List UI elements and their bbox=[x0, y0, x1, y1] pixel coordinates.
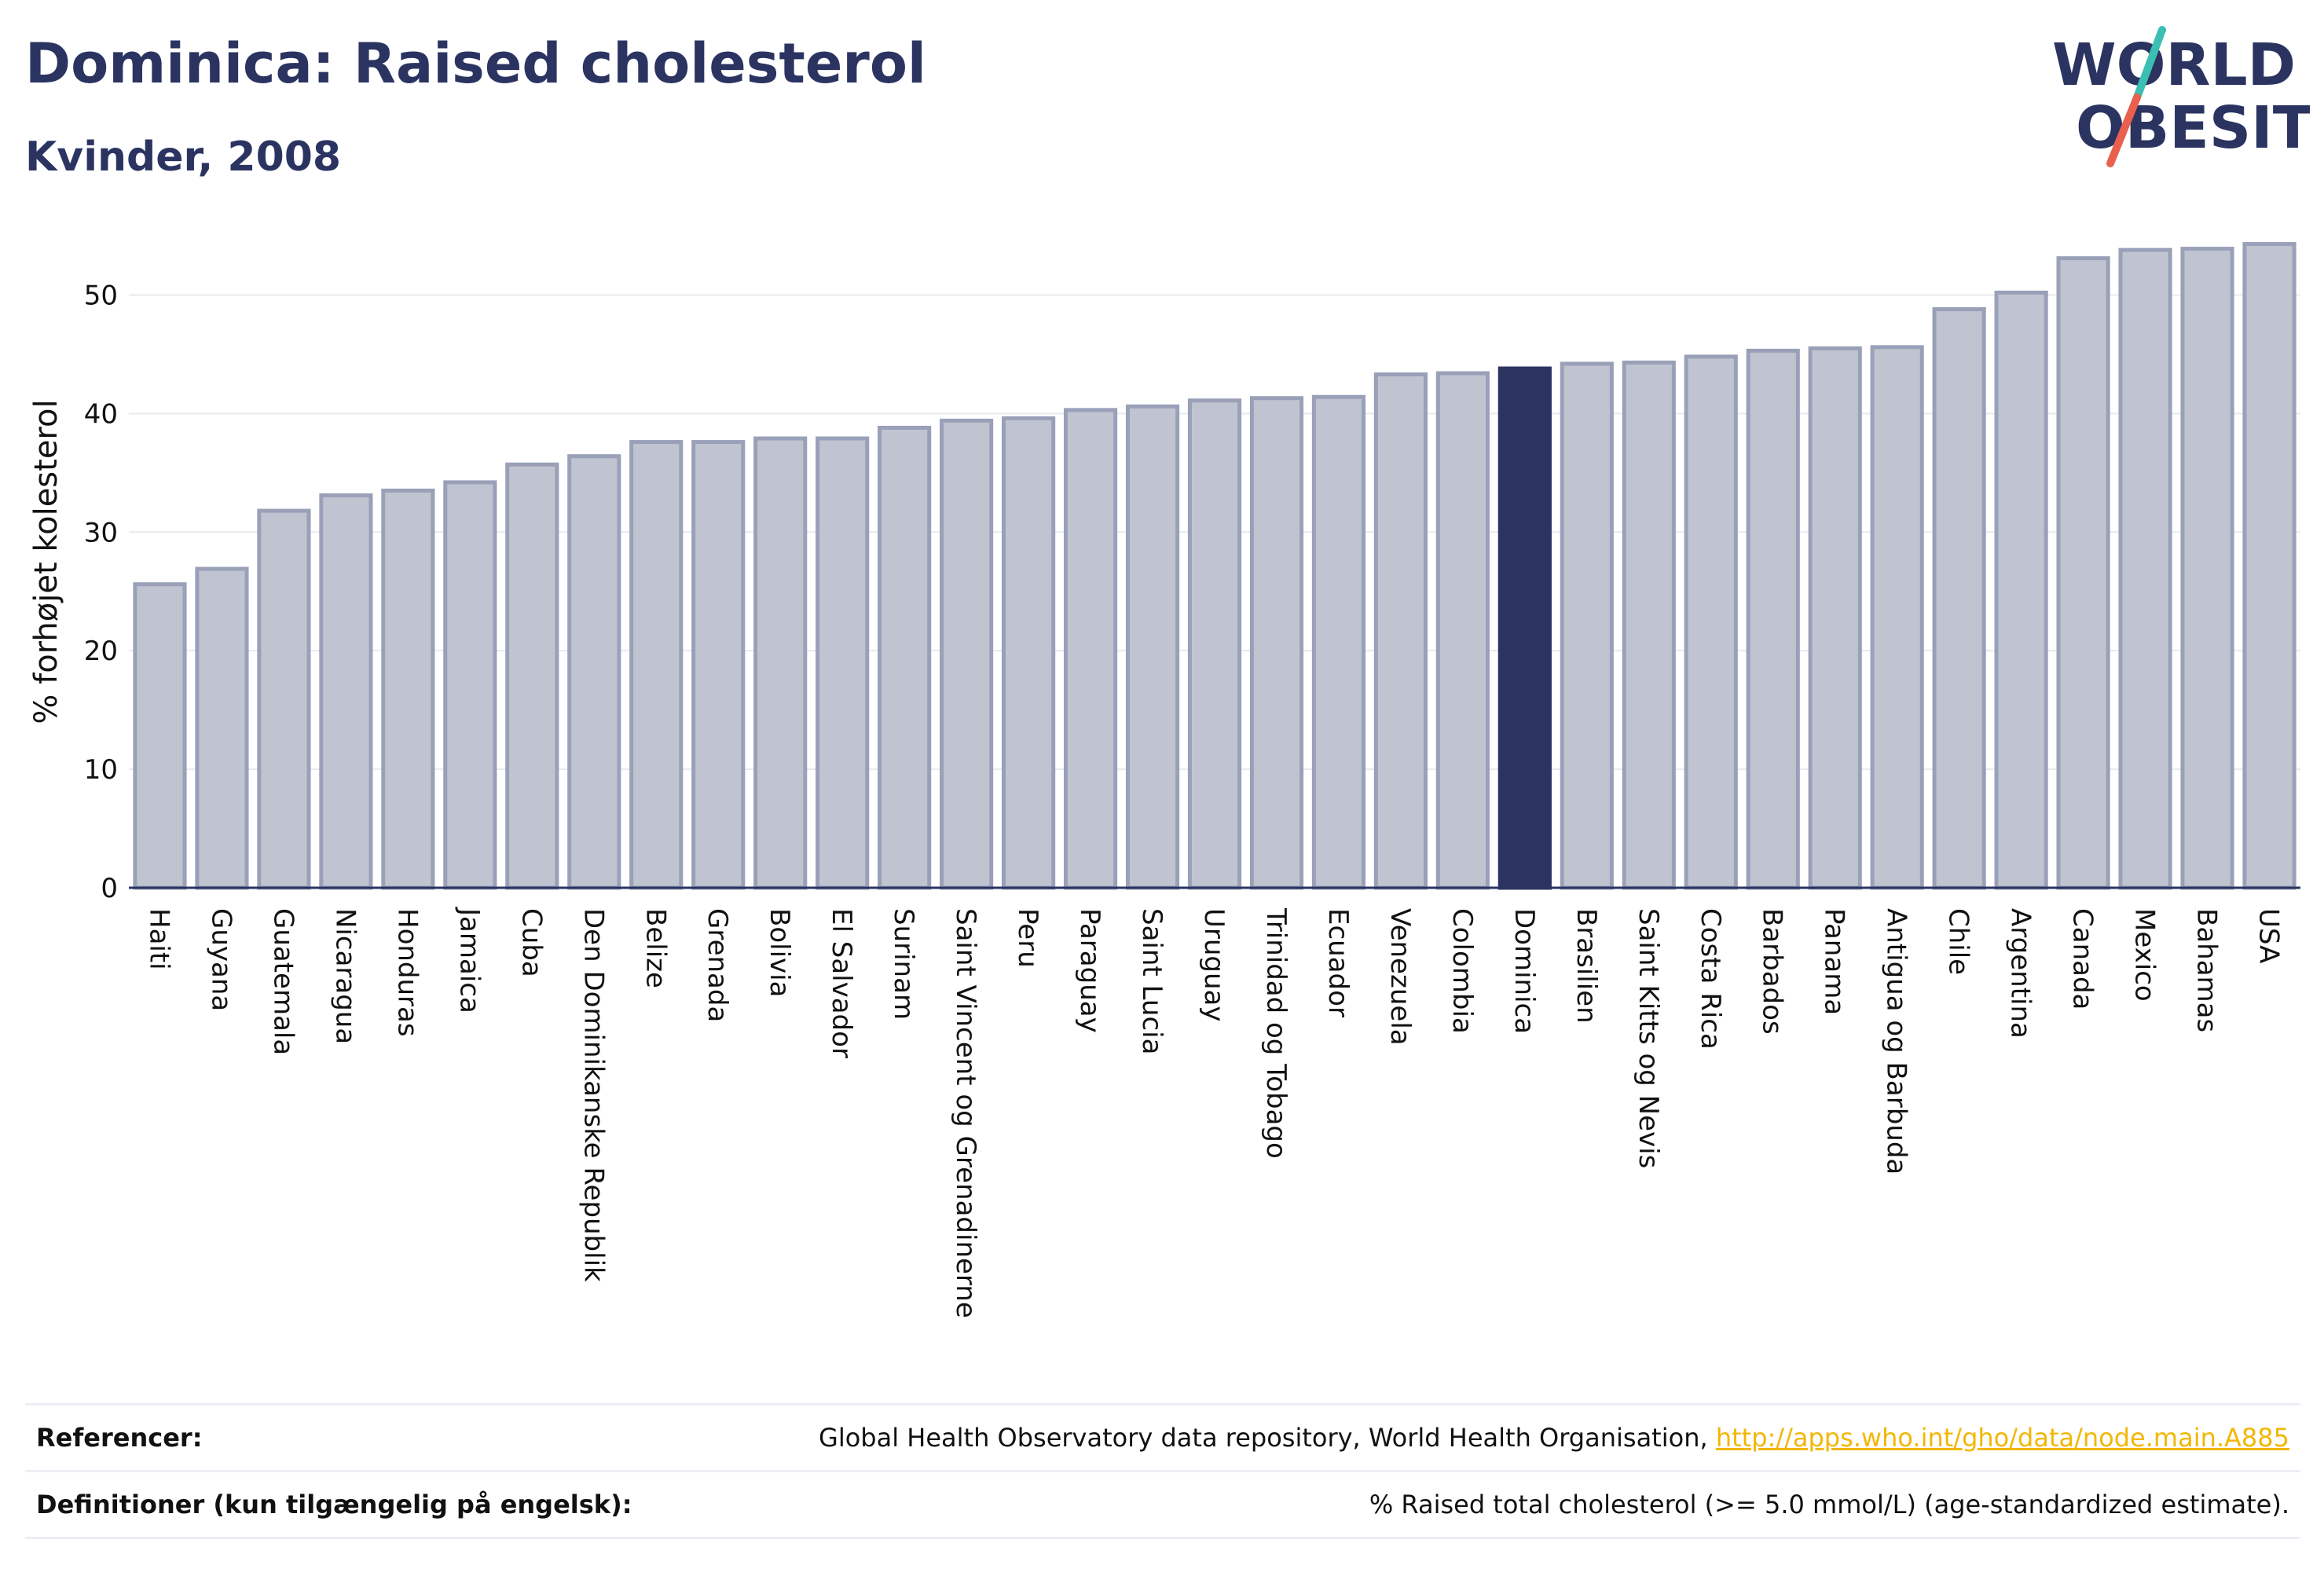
bar-honduras bbox=[381, 488, 435, 890]
x-tick-label: USA bbox=[2253, 908, 2285, 963]
logo-slash-teal bbox=[2133, 26, 2166, 101]
x-tick-label: Surinam bbox=[888, 908, 919, 1020]
bar-mexico bbox=[2118, 247, 2172, 890]
axes: 0 10 20 30 40 50 Haiti Guyana Guatemala Nicaragua… bbox=[84, 280, 2300, 1318]
y-axis-label: % forhøjet kolesterol bbox=[28, 399, 64, 724]
bar-grenada bbox=[691, 440, 746, 890]
x-tick-label: Ecuador bbox=[1322, 908, 1354, 1017]
x-tick-label: Peru bbox=[1012, 908, 1043, 968]
references-value: Global Health Observatory data repositor… bbox=[819, 1423, 2289, 1453]
x-tick-label: Jamaica bbox=[453, 907, 485, 1013]
chart-title: Dominica: Raised cholesterol bbox=[25, 31, 926, 96]
x-tick-label: Chile bbox=[1943, 908, 1974, 975]
bar-nicaragua bbox=[319, 493, 373, 890]
bars bbox=[133, 242, 2297, 890]
x-tick-label: Brasilien bbox=[1571, 908, 1602, 1024]
x-tick-label: Saint Lucia bbox=[1136, 908, 1167, 1054]
footer: Referencer: Global Health Observatory da… bbox=[25, 1403, 2300, 1539]
x-tick-label: Dominica bbox=[1508, 908, 1540, 1034]
x-tick-label: Grenada bbox=[702, 908, 733, 1022]
x-tick-label: Costa Rica bbox=[1695, 908, 1726, 1050]
y-tick-label: 10 bbox=[84, 754, 118, 786]
x-tick-label: Bahamas bbox=[2191, 908, 2223, 1032]
references-text: Global Health Observatory data repositor… bbox=[819, 1423, 1716, 1453]
y-tick-label: 20 bbox=[84, 636, 118, 667]
x-tick-label: Canada bbox=[2067, 908, 2099, 1010]
x-tick-label: Guyana bbox=[205, 908, 236, 1011]
logo-slash-coral bbox=[2106, 93, 2141, 167]
world-obesity-logo: WORLD OBESITY bbox=[2052, 26, 2310, 167]
logo-line1: WORLD bbox=[2052, 31, 2296, 99]
x-tick-label: Belize bbox=[640, 908, 671, 988]
bar-panama bbox=[1808, 346, 1862, 890]
bar-canada bbox=[2056, 256, 2110, 890]
x-tick-label: Bolivia bbox=[764, 908, 795, 997]
x-tick-label: Guatemala bbox=[267, 908, 299, 1055]
bar-usa bbox=[2242, 242, 2297, 890]
bar-argentina bbox=[1994, 290, 2048, 890]
x-tick-label: Trinidad og Tobago bbox=[1260, 907, 1292, 1159]
bar-venezuela bbox=[1373, 372, 1428, 890]
bar-colombia bbox=[1435, 371, 1490, 890]
x-tick-label: Honduras bbox=[391, 908, 423, 1037]
x-tick-label: Antigua og Barbuda bbox=[1881, 908, 1912, 1175]
x-tick-label: Saint Vincent og Grenadinerne bbox=[950, 908, 981, 1318]
bar-paraguay bbox=[1063, 408, 1118, 890]
x-tick-label: Colombia bbox=[1446, 908, 1478, 1034]
bar-saint-kitts-og-nevis bbox=[1622, 360, 1676, 890]
x-tick-label: Paraguay bbox=[1074, 908, 1105, 1033]
x-tick-label: Barbados bbox=[1757, 908, 1788, 1035]
x-tick-label: El Salvador bbox=[826, 908, 857, 1058]
definitions-label: Definitioner (kun tilgængelig på engelsk… bbox=[36, 1490, 632, 1519]
definitions-value: % Raised total cholesterol (>= 5.0 mmol/… bbox=[1369, 1490, 2289, 1519]
y-tick-label: 50 bbox=[84, 280, 118, 311]
x-tick-label: Nicaragua bbox=[329, 908, 361, 1044]
bar-bolivia bbox=[753, 436, 808, 890]
bar-saint-lucia bbox=[1125, 404, 1180, 890]
x-tick-label: Saint Kitts og Nevis bbox=[1633, 908, 1664, 1168]
bar-peru bbox=[1001, 416, 1056, 890]
bar-barbados bbox=[1746, 348, 1800, 890]
bar-chart: 0 10 20 30 40 50 Haiti Guyana Guatemala Nicaragua… bbox=[28, 242, 2300, 1318]
x-tick-label: Haiti bbox=[143, 908, 174, 970]
bar-ecuador bbox=[1311, 394, 1366, 890]
references-label: Referencer: bbox=[36, 1423, 203, 1453]
bar-dominica bbox=[1497, 366, 1552, 890]
definitions-row: Definitioner (kun tilgængelig på engelsk… bbox=[25, 1470, 2300, 1539]
bar-brasilien bbox=[1560, 361, 1614, 890]
bar-den-dominikanske-republik bbox=[567, 454, 621, 890]
chart-subtitle: Kvinder, 2008 bbox=[25, 134, 342, 181]
bar-belize bbox=[629, 440, 684, 890]
bar-antigua-og-barbuda bbox=[1870, 345, 1924, 890]
x-tick-label: Panama bbox=[1819, 908, 1850, 1015]
bar-guyana bbox=[195, 566, 249, 890]
bar-cuba bbox=[505, 462, 559, 890]
bar-bahamas bbox=[2180, 247, 2234, 890]
bar-trinidad-og-tobago bbox=[1249, 396, 1304, 890]
x-tick-label: Cuba bbox=[515, 908, 547, 977]
bar-surinam bbox=[878, 425, 932, 890]
x-tick-label: Uruguay bbox=[1198, 908, 1230, 1022]
bar-chile bbox=[1932, 307, 1986, 890]
bar-jamaica bbox=[443, 480, 497, 890]
x-tick-label: Mexico bbox=[2129, 908, 2161, 1002]
bar-uruguay bbox=[1187, 398, 1242, 890]
references-link[interactable]: http://apps.who.int/gho/data/node.main.A… bbox=[1715, 1423, 2289, 1453]
x-tick-label: Den Dominikanske Republik bbox=[577, 908, 609, 1282]
bar-el-salvador bbox=[816, 436, 870, 890]
y-tick-label: 40 bbox=[84, 398, 118, 430]
bar-saint-vincent-og-grenadinerne bbox=[940, 418, 994, 890]
bar-costa-rica bbox=[1684, 354, 1738, 890]
x-tick-label: Argentina bbox=[2005, 908, 2036, 1039]
x-tick-label: Venezuela bbox=[1384, 908, 1416, 1046]
y-tick-label: 0 bbox=[101, 873, 118, 904]
y-tick-label: 30 bbox=[84, 517, 118, 548]
references-row: Referencer: Global Health Observatory da… bbox=[25, 1403, 2300, 1470]
bar-guatemala bbox=[257, 508, 311, 890]
bar-haiti bbox=[133, 582, 187, 890]
